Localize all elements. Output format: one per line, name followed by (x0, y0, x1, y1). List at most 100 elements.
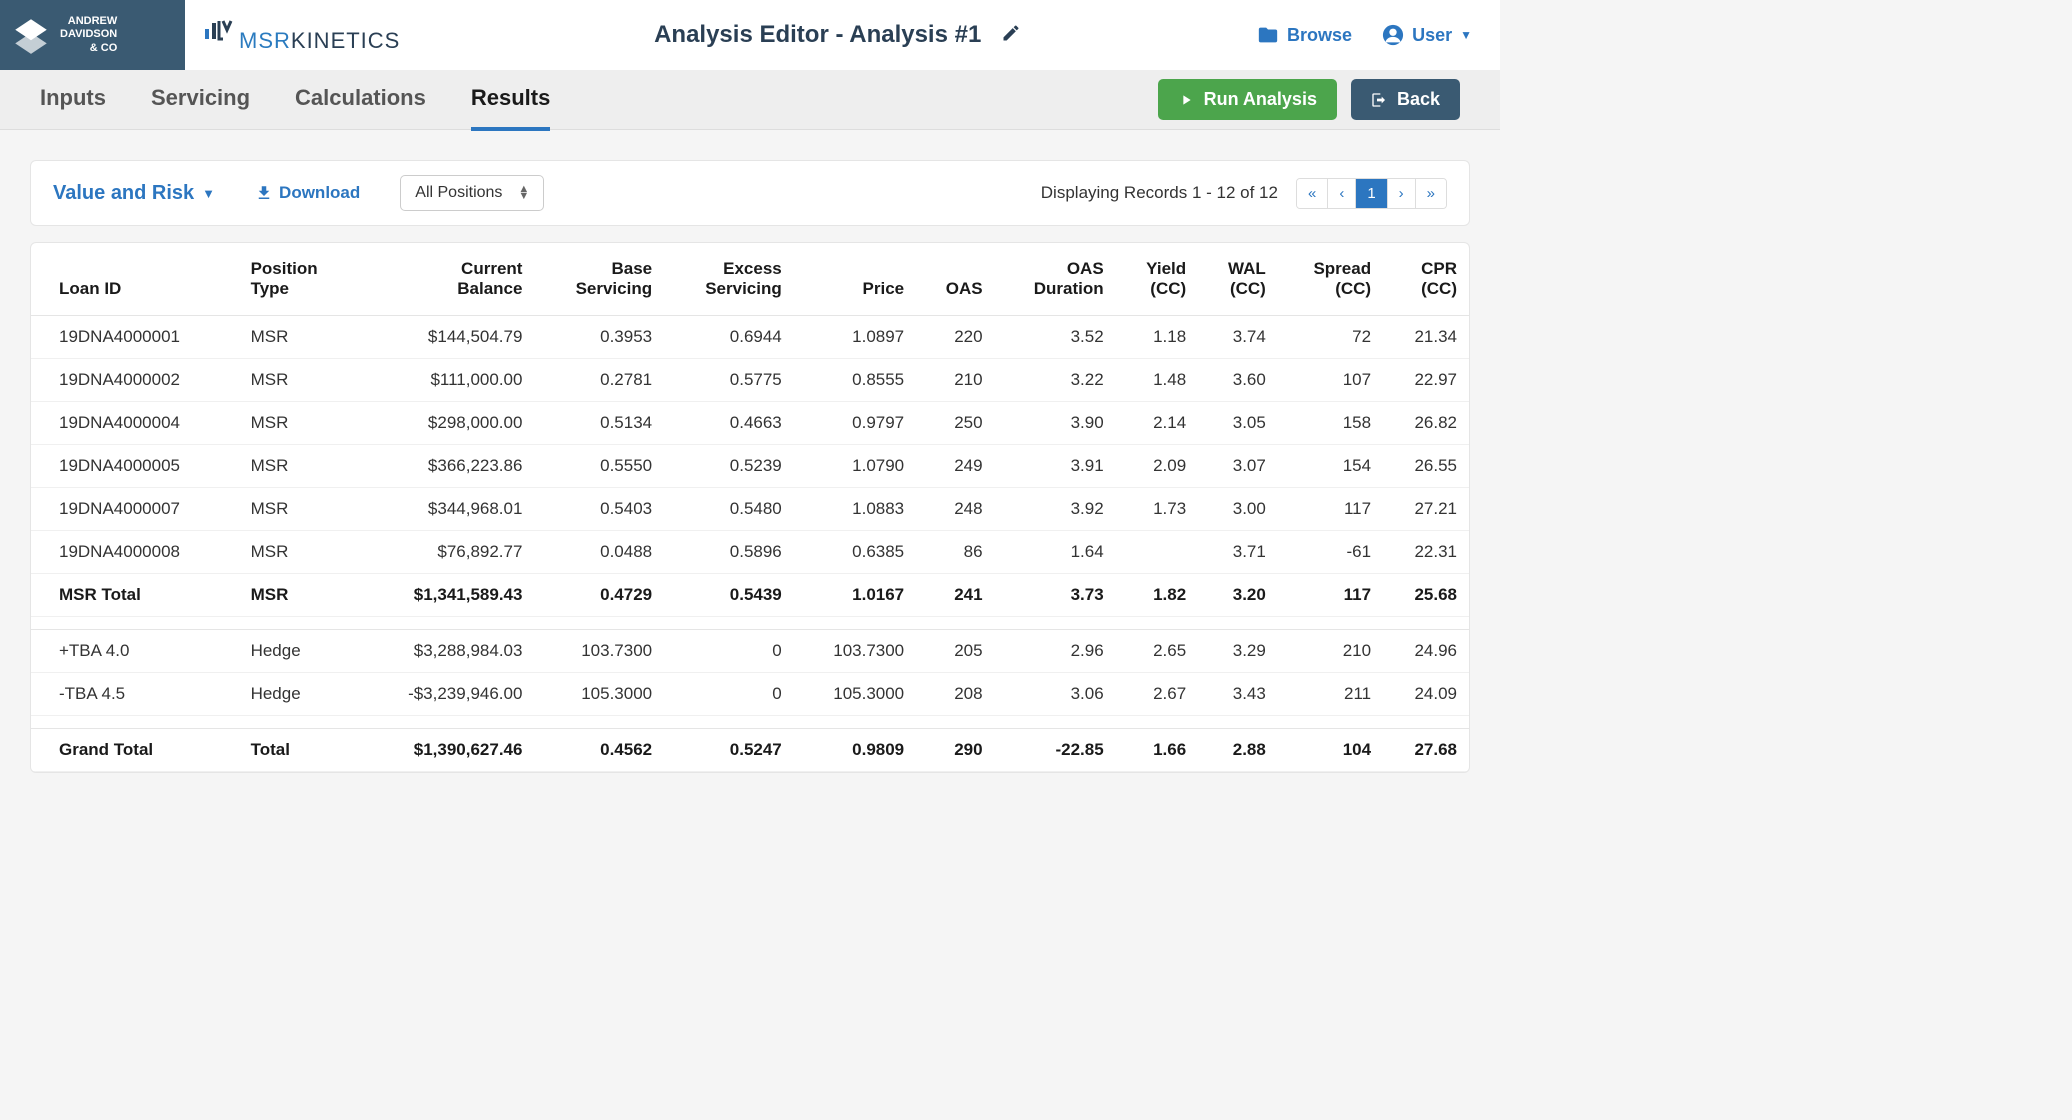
user-icon (1382, 24, 1404, 46)
cell: 250 (916, 402, 994, 445)
cell: 2.96 (995, 630, 1116, 673)
cell: 19DNA4000001 (31, 316, 239, 359)
cell: Hedge (239, 673, 356, 716)
cell: +TBA 4.0 (31, 630, 239, 673)
page-current[interactable]: 1 (1356, 179, 1387, 208)
records-text: Displaying Records 1 - 12 of 12 (1041, 183, 1278, 203)
page-last[interactable]: » (1416, 179, 1446, 208)
back-button[interactable]: Back (1351, 79, 1460, 120)
tab-calculations[interactable]: Calculations (295, 69, 426, 131)
tab-results[interactable]: Results (471, 69, 550, 131)
cell: 105.3000 (534, 673, 664, 716)
cell: 0.3953 (534, 316, 664, 359)
cell: 1.0167 (794, 574, 916, 617)
browse-link[interactable]: Browse (1257, 24, 1352, 46)
cell: 1.0883 (794, 488, 916, 531)
page-first[interactable]: « (1297, 179, 1328, 208)
col-header[interactable]: WAL(CC) (1198, 243, 1278, 316)
table-row: Grand TotalTotal$1,390,627.460.45620.524… (31, 729, 1469, 772)
col-header[interactable]: Loan ID (31, 243, 239, 316)
cell: 117 (1278, 488, 1383, 531)
results-toolbar: Value and Risk ▼ Download All Positions … (30, 160, 1470, 226)
col-header[interactable]: CPR(CC) (1383, 243, 1469, 316)
cell: 249 (916, 445, 994, 488)
cell: 104 (1278, 729, 1383, 772)
cell: 1.0790 (794, 445, 916, 488)
cell: 3.52 (995, 316, 1116, 359)
cell: 19DNA4000004 (31, 402, 239, 445)
cell: MSR (239, 359, 356, 402)
cell: 117 (1278, 574, 1383, 617)
run-analysis-button[interactable]: Run Analysis (1158, 79, 1337, 120)
cell: 107 (1278, 359, 1383, 402)
col-header[interactable]: OASDuration (995, 243, 1116, 316)
position-filter[interactable]: All Positions ▲▼ (400, 175, 544, 211)
content: Value and Risk ▼ Download All Positions … (0, 130, 1500, 803)
toolbar-right: Displaying Records 1 - 12 of 12 « ‹ 1 › … (1041, 178, 1447, 209)
cell: -61 (1278, 531, 1383, 574)
tab-inputs[interactable]: Inputs (40, 69, 106, 131)
table-row: 19DNA4000004MSR$298,000.000.51340.46630.… (31, 402, 1469, 445)
cell: 0.5439 (664, 574, 794, 617)
cell: 2.14 (1116, 402, 1199, 445)
cell: 0.6944 (664, 316, 794, 359)
cell: Hedge (239, 630, 356, 673)
col-header[interactable]: PositionType (239, 243, 356, 316)
cell: 24.09 (1383, 673, 1469, 716)
brand-icon (203, 17, 233, 54)
cell: 1.64 (995, 531, 1116, 574)
logo-shape-icon (10, 14, 52, 56)
cell (1116, 531, 1199, 574)
sort-icon: ▲▼ (518, 186, 529, 200)
cell: 105.3000 (794, 673, 916, 716)
cell: 208 (916, 673, 994, 716)
table-row: 19DNA4000005MSR$366,223.860.55500.52391.… (31, 445, 1469, 488)
cell: 0.9797 (794, 402, 916, 445)
nav-actions: Run Analysis Back (1158, 79, 1460, 120)
col-header[interactable]: Spread(CC) (1278, 243, 1383, 316)
cell: 27.21 (1383, 488, 1469, 531)
view-label: Value and Risk (53, 182, 194, 205)
cell: 26.55 (1383, 445, 1469, 488)
cell: 154 (1278, 445, 1383, 488)
view-dropdown[interactable]: Value and Risk ▼ (53, 182, 215, 205)
col-header[interactable]: Yield(CC) (1116, 243, 1199, 316)
col-header[interactable]: OAS (916, 243, 994, 316)
col-header[interactable]: BaseServicing (534, 243, 664, 316)
cell: 26.82 (1383, 402, 1469, 445)
folder-icon (1257, 24, 1279, 46)
cell: 22.31 (1383, 531, 1469, 574)
cell: 24.96 (1383, 630, 1469, 673)
cell: 0.0488 (534, 531, 664, 574)
edit-icon[interactable] (1001, 23, 1021, 48)
cell: 19DNA4000005 (31, 445, 239, 488)
cell: $76,892.77 (356, 531, 534, 574)
page-prev[interactable]: ‹ (1328, 179, 1356, 208)
cell: 3.74 (1198, 316, 1278, 359)
col-header[interactable]: Price (794, 243, 916, 316)
cell: MSR (239, 531, 356, 574)
user-menu[interactable]: User ▼ (1382, 24, 1472, 46)
tab-servicing[interactable]: Servicing (151, 69, 250, 131)
table-row: +TBA 4.0Hedge$3,288,984.03103.73000103.7… (31, 630, 1469, 673)
cell: 0.4729 (534, 574, 664, 617)
cell: 0.4663 (664, 402, 794, 445)
logo-line2: DAVIDSON (60, 28, 117, 41)
cell: 2.67 (1116, 673, 1199, 716)
table-row (31, 617, 1469, 630)
cell: $298,000.00 (356, 402, 534, 445)
brand-name: MSRKINETICS (239, 28, 400, 54)
run-label: Run Analysis (1204, 89, 1317, 110)
company-logo[interactable]: ANDREW DAVIDSON & CO (0, 0, 185, 70)
download-button[interactable]: Download (255, 183, 360, 203)
page-next[interactable]: › (1388, 179, 1416, 208)
col-header[interactable]: ExcessServicing (664, 243, 794, 316)
table-row (31, 716, 1469, 729)
cell: MSR (239, 402, 356, 445)
cell: 2.09 (1116, 445, 1199, 488)
cell: 3.22 (995, 359, 1116, 402)
col-header[interactable]: CurrentBalance (356, 243, 534, 316)
pagination: « ‹ 1 › » (1296, 178, 1447, 209)
caret-down-icon: ▼ (1460, 28, 1472, 42)
cell: 25.68 (1383, 574, 1469, 617)
